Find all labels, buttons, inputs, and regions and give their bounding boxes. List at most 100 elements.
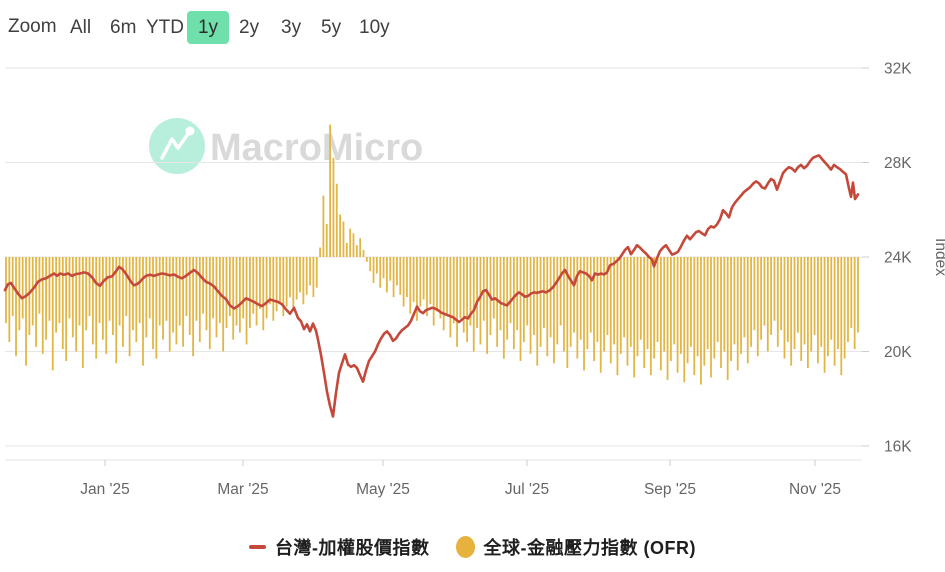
ofr-bar bbox=[556, 257, 559, 345]
ofr-bar bbox=[359, 238, 362, 257]
x-tick-label: Sep '25 bbox=[644, 481, 696, 498]
ofr-bar bbox=[238, 257, 241, 333]
ofr-bar bbox=[449, 257, 452, 338]
ofr-bar bbox=[95, 257, 98, 359]
ofr-bar bbox=[232, 257, 235, 340]
range-button-YTD[interactable]: YTD bbox=[146, 17, 184, 38]
ofr-bar bbox=[295, 257, 298, 300]
legend-item-ofr[interactable]: 全球-金融壓力指數 (OFR) bbox=[455, 534, 696, 560]
ofr-bar bbox=[659, 257, 662, 371]
range-button-2y[interactable]: 2y bbox=[239, 17, 260, 38]
ofr-bar bbox=[122, 257, 124, 347]
taiex-line bbox=[3, 154, 860, 418]
ofr-bar bbox=[633, 257, 636, 378]
ofr-bar bbox=[188, 257, 191, 335]
x-axis: Jan '25 Mar '25 May '25 Jul '25 Sep '25 Nov '… bbox=[5, 459, 862, 498]
plot-area[interactable] bbox=[5, 55, 862, 460]
ofr-bar bbox=[412, 257, 415, 302]
ofr-bar bbox=[396, 257, 398, 286]
ofr-bar bbox=[756, 257, 759, 357]
ofr-bar bbox=[730, 257, 732, 361]
ofr-bar bbox=[476, 257, 479, 328]
ofr-bar bbox=[619, 257, 622, 354]
ofr-bar bbox=[639, 257, 642, 340]
ofr-bar bbox=[195, 257, 198, 321]
ofr-bar bbox=[780, 257, 783, 331]
range-button-5y[interactable]: 5y bbox=[321, 17, 342, 38]
ofr-bar bbox=[446, 257, 448, 314]
ofr-bar bbox=[643, 257, 646, 369]
ofr-bar bbox=[586, 257, 589, 350]
range-button-10y[interactable]: 10y bbox=[359, 17, 390, 38]
ofr-bar bbox=[372, 257, 375, 283]
legend-item-taiex[interactable]: 台灣-加權股價指數 bbox=[249, 534, 430, 560]
ofr-bar bbox=[45, 257, 47, 340]
ofr-bar bbox=[25, 257, 27, 366]
x-tick-label: Jan '25 bbox=[80, 481, 130, 498]
range-button-1y[interactable]: 1y bbox=[187, 11, 229, 44]
ofr-bar bbox=[656, 257, 659, 343]
ofr-bar bbox=[599, 257, 602, 373]
ofr-bar bbox=[676, 257, 679, 373]
ofr-bar bbox=[716, 257, 719, 343]
ofr-bar bbox=[299, 257, 301, 293]
ofr-bar bbox=[806, 257, 809, 369]
ofr-bar bbox=[469, 257, 472, 326]
range-button-All[interactable]: All bbox=[70, 17, 92, 38]
ofr-bar bbox=[790, 257, 793, 366]
ofr-bar bbox=[142, 257, 144, 366]
ofr-bar bbox=[81, 257, 84, 369]
ofr-bar bbox=[462, 257, 465, 333]
ofr-bar bbox=[128, 257, 131, 357]
ofr-bar bbox=[245, 257, 248, 345]
ofr-bar bbox=[355, 245, 358, 257]
ofr-bar bbox=[8, 257, 11, 343]
ofr-bar bbox=[178, 257, 181, 326]
ofr-bar bbox=[616, 257, 619, 376]
ofr-bar bbox=[345, 242, 348, 257]
ofr-bar bbox=[118, 257, 121, 326]
ofr-bar bbox=[312, 257, 315, 298]
ofr-bar bbox=[432, 257, 435, 326]
ofr-bar bbox=[736, 257, 739, 371]
ofr-bar bbox=[539, 257, 542, 347]
zoom-label: Zoom bbox=[8, 16, 57, 37]
ofr-bar bbox=[499, 257, 502, 331]
ofr-bar bbox=[743, 257, 746, 338]
ofr-bar bbox=[15, 257, 17, 357]
ofr-bar bbox=[138, 257, 141, 324]
y-tick-label: 28K bbox=[884, 155, 912, 172]
ofr-bar bbox=[315, 257, 318, 288]
ofr-bar bbox=[569, 257, 572, 347]
ofr-bar bbox=[796, 257, 799, 333]
ofr-bar bbox=[522, 257, 525, 343]
range-button-3y[interactable]: 3y bbox=[281, 17, 302, 38]
ofr-bar bbox=[185, 257, 188, 317]
ofr-bar bbox=[202, 257, 205, 314]
ofr-bar bbox=[753, 257, 756, 331]
ofr-bar bbox=[105, 257, 108, 354]
ofr-bar bbox=[332, 157, 335, 257]
ofr-bar bbox=[579, 257, 582, 340]
ofr-bar bbox=[322, 195, 325, 257]
ofr-bar bbox=[319, 247, 321, 257]
ofr-bar bbox=[235, 257, 238, 326]
ofr-bar bbox=[48, 257, 51, 321]
ofr-bar bbox=[175, 257, 178, 345]
range-button-6m[interactable]: 6m bbox=[110, 17, 137, 38]
ofr-bar bbox=[71, 257, 74, 338]
ofr-bar bbox=[436, 257, 438, 312]
ofr-bar bbox=[285, 257, 288, 307]
ofr-bar bbox=[686, 257, 689, 364]
ofr-bar bbox=[763, 257, 766, 326]
ofr-bar bbox=[158, 257, 161, 326]
ofr-bar bbox=[680, 257, 682, 354]
ofr-bar bbox=[850, 257, 853, 328]
ofr-bar bbox=[75, 257, 78, 352]
ofr-bar bbox=[392, 257, 395, 298]
ofr-bar bbox=[549, 257, 552, 338]
ofr-bar bbox=[566, 257, 569, 369]
ofr-bar bbox=[459, 257, 462, 319]
ofr-bar bbox=[385, 257, 388, 293]
